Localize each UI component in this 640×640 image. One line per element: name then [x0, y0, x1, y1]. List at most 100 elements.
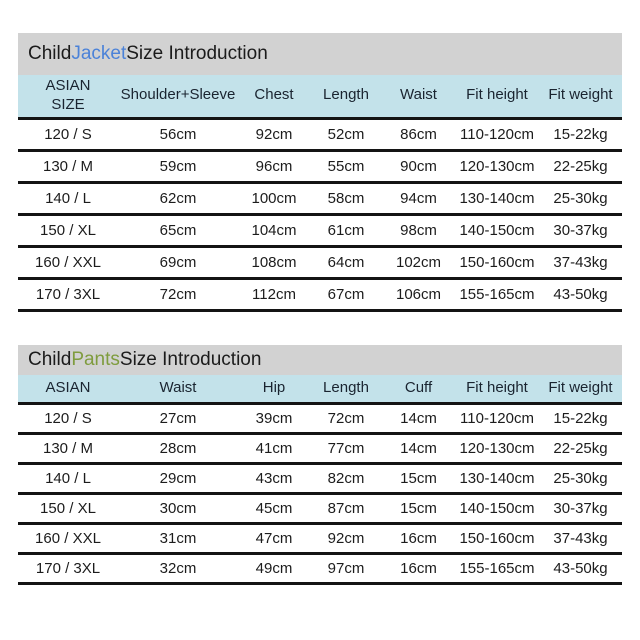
value-cell: 39cm	[255, 409, 293, 427]
jacket-title-suffix: Size Introduction	[126, 43, 268, 64]
column-header: Chest	[254, 86, 294, 104]
jacket-size-section: Child Jacket Size Introduction ASIAN SIZE…	[18, 33, 622, 312]
pants-table-header: ASIAN Waist Hip Length Cuff Fit height Fit wei…	[18, 375, 622, 403]
value-cell: 27cm	[159, 409, 197, 427]
size-cell: 170 / 3XL	[35, 285, 101, 303]
value-cell: 30-37kg	[553, 221, 608, 239]
jacket-table-body: 120 / S 56cm 92cm 52cm 86cm 110-120cm 15-22kg 1…	[18, 118, 622, 310]
value-cell: 69cm	[159, 253, 197, 271]
jacket-table-header: ASIAN SIZE Shoulder+Sleeve Chest Length Waist…	[18, 75, 622, 118]
value-cell: 72cm	[327, 409, 365, 427]
value-cell: 77cm	[327, 439, 365, 457]
value-cell: 43cm	[255, 469, 293, 487]
value-cell: 100cm	[251, 189, 297, 207]
value-cell: 43-50kg	[553, 285, 608, 303]
table-row: 130 / M 28cm 41cm 77cm 14cm 120-130cm 22-25kg	[18, 433, 622, 463]
value-cell: 92cm	[327, 529, 365, 547]
value-cell: 30cm	[159, 499, 197, 517]
size-cell: 150 / XL	[40, 499, 96, 517]
value-cell: 97cm	[327, 559, 365, 577]
size-cell: 160 / XXL	[35, 253, 101, 271]
value-cell: 140-150cm	[459, 499, 535, 517]
value-cell: 15-22kg	[553, 409, 608, 427]
value-cell: 14cm	[400, 439, 437, 457]
value-cell: 41cm	[255, 439, 293, 457]
size-cell: 120 / S	[44, 125, 92, 143]
value-cell: 120-130cm	[459, 157, 535, 175]
value-cell: 112cm	[252, 285, 296, 303]
value-cell: 15cm	[400, 499, 437, 517]
value-cell: 61cm	[327, 221, 365, 239]
value-cell: 58cm	[327, 189, 365, 207]
column-header: Waist	[400, 86, 437, 104]
value-cell: 92cm	[255, 125, 293, 143]
value-cell: 22-25kg	[553, 157, 608, 175]
size-cell: 160 / XXL	[35, 529, 101, 547]
table-row: 140 / L 62cm 100cm 58cm 94cm 130-140cm 25-30kg	[18, 182, 622, 214]
size-cell: 120 / S	[44, 409, 92, 427]
value-cell: 22-25kg	[553, 439, 608, 457]
value-cell: 110-120cm	[460, 125, 534, 143]
column-header: ASIAN	[45, 378, 91, 396]
size-cell: 170 / 3XL	[35, 559, 101, 577]
table-row: 140 / L 29cm 43cm 82cm 15cm 130-140cm 25-30kg	[18, 463, 622, 493]
value-cell: 25-30kg	[553, 189, 608, 207]
value-cell: 62cm	[159, 189, 197, 207]
value-cell: 52cm	[327, 125, 365, 143]
value-cell: 65cm	[159, 221, 197, 239]
value-cell: 94cm	[400, 189, 437, 207]
size-cell: 150 / XL	[40, 221, 96, 239]
value-cell: 108cm	[251, 253, 297, 271]
column-header: Fit height	[466, 378, 528, 396]
value-cell: 102cm	[395, 253, 442, 271]
value-cell: 31cm	[159, 529, 197, 547]
pants-size-section: Child Pants Size Introduction ASIAN Waist…	[18, 345, 622, 585]
column-header: Fit height	[466, 86, 528, 104]
table-row: 120 / S 56cm 92cm 52cm 86cm 110-120cm 15-22kg	[18, 118, 622, 150]
value-cell: 96cm	[255, 157, 293, 175]
value-cell: 110-120cm	[460, 409, 534, 427]
value-cell: 120-130cm	[459, 439, 535, 457]
jacket-size-table: ASIAN SIZE Shoulder+Sleeve Chest Length Waist…	[18, 75, 622, 312]
value-cell: 37-43kg	[553, 529, 608, 547]
header-row: ASIAN Waist Hip Length Cuff Fit height Fit wei…	[18, 375, 622, 403]
column-header: Hip	[262, 378, 286, 396]
table-row: 120 / S 27cm 39cm 72cm 14cm 110-120cm 15-22kg	[18, 403, 622, 433]
table-row: 150 / XL 30cm 45cm 87cm 15cm 140-150cm 30-37kg	[18, 493, 622, 523]
table-row: 170 / 3XL 72cm 112cm 67cm 106cm 155-165cm 43-5…	[18, 278, 622, 310]
table-row: 170 / 3XL 32cm 49cm 97cm 16cm 155-165cm 43-50k…	[18, 553, 622, 583]
column-header: Shoulder+Sleeve	[120, 86, 236, 104]
value-cell: 59cm	[159, 157, 197, 175]
value-cell: 86cm	[400, 125, 437, 143]
table-row: 150 / XL 65cm 104cm 61cm 98cm 140-150cm 30-37k…	[18, 214, 622, 246]
value-cell: 14cm	[400, 409, 437, 427]
value-cell: 16cm	[400, 559, 437, 577]
table-row: 160 / XXL 69cm 108cm 64cm 102cm 150-160cm 37-4…	[18, 246, 622, 278]
value-cell: 64cm	[327, 253, 365, 271]
header-row: ASIAN SIZE Shoulder+Sleeve Chest Length Waist…	[18, 75, 622, 118]
value-cell: 150-160cm	[459, 253, 535, 271]
size-cell: 130 / M	[42, 157, 94, 175]
column-header: Cuff	[404, 378, 433, 396]
value-cell: 67cm	[327, 285, 365, 303]
column-header: Length	[323, 86, 369, 104]
value-cell: 15-22kg	[553, 125, 608, 143]
value-cell: 130-140cm	[459, 469, 535, 487]
value-cell: 25-30kg	[553, 469, 608, 487]
column-header: Length	[323, 378, 369, 396]
value-cell: 55cm	[327, 157, 365, 175]
value-cell: 98cm	[400, 221, 437, 239]
column-header: Fit weight	[548, 378, 613, 396]
value-cell: 155-165cm	[459, 285, 535, 303]
pants-size-table: ASIAN Waist Hip Length Cuff Fit height Fit wei…	[18, 375, 622, 585]
size-cell: 140 / L	[45, 469, 91, 487]
column-header: Fit weight	[548, 86, 613, 104]
column-header: Waist	[159, 378, 197, 396]
table-row: 160 / XXL 31cm 47cm 92cm 16cm 150-160cm 37-43k…	[18, 523, 622, 553]
pants-title-highlight: Pants	[71, 349, 120, 370]
value-cell: 87cm	[327, 499, 365, 517]
value-cell: 130-140cm	[459, 189, 535, 207]
value-cell: 56cm	[159, 125, 197, 143]
value-cell: 28cm	[159, 439, 197, 457]
